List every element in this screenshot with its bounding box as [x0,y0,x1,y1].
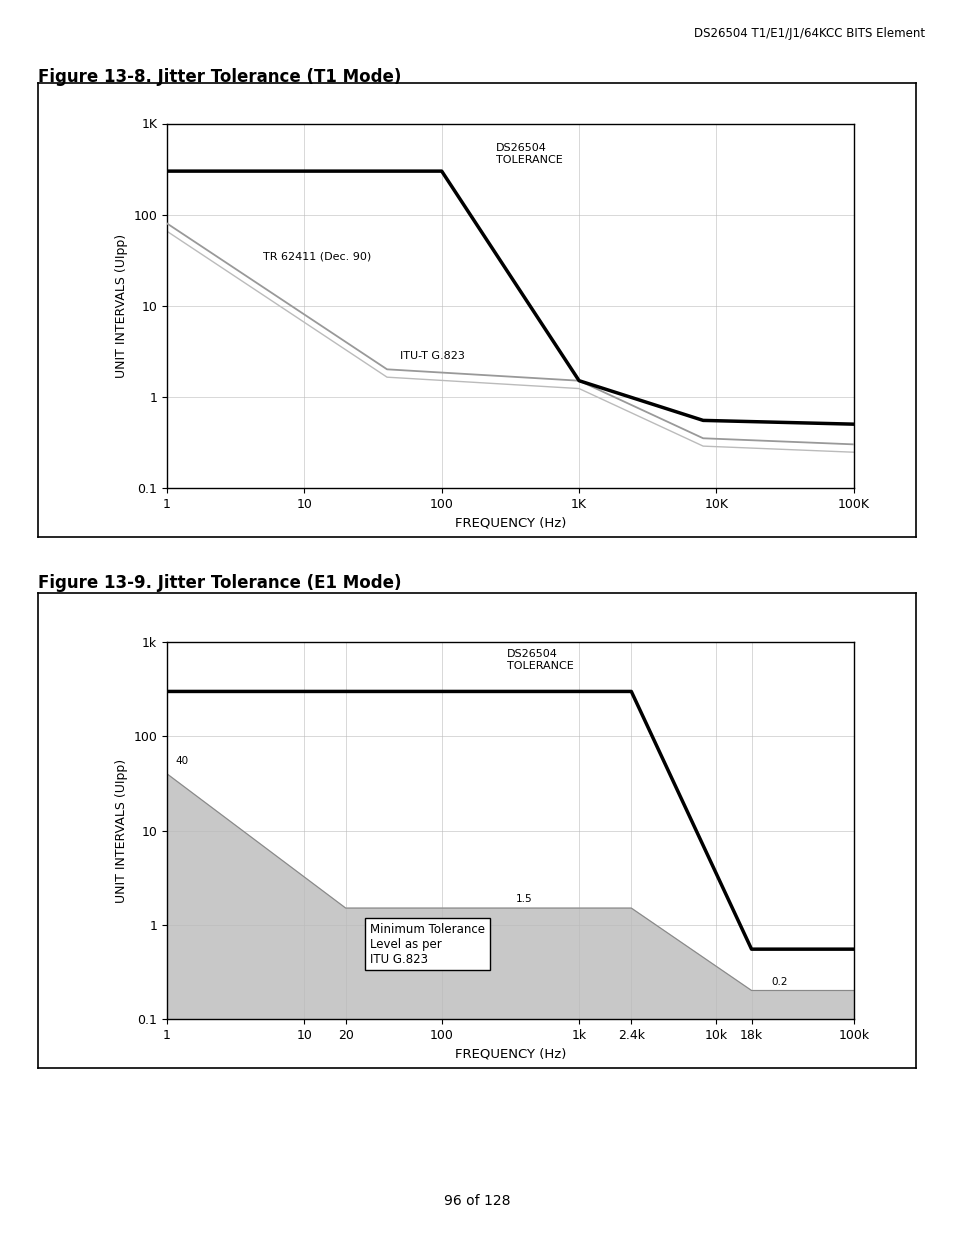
Text: 96 of 128: 96 of 128 [443,1194,510,1208]
Text: Minimum Tolerance
Level as per
ITU G.823: Minimum Tolerance Level as per ITU G.823 [370,923,484,966]
Polygon shape [167,774,853,1019]
Text: Figure 13-9. Jitter Tolerance (E1 Mode): Figure 13-9. Jitter Tolerance (E1 Mode) [38,574,401,593]
Text: DS26504
TOLERANCE: DS26504 TOLERANCE [496,143,562,165]
Y-axis label: UNIT INTERVALS (UIpp): UNIT INTERVALS (UIpp) [114,758,128,903]
X-axis label: FREQUENCY (Hz): FREQUENCY (Hz) [455,516,565,529]
Text: Figure 13-8. Jitter Tolerance (T1 Mode): Figure 13-8. Jitter Tolerance (T1 Mode) [38,68,401,86]
X-axis label: FREQUENCY (Hz): FREQUENCY (Hz) [455,1047,565,1060]
Text: DS26504
TOLERANCE: DS26504 TOLERANCE [507,648,574,671]
Text: TR 62411 (Dec. 90): TR 62411 (Dec. 90) [263,251,371,261]
Text: 40: 40 [175,756,188,766]
Text: DS26504 T1/E1/J1/64KCC BITS Element: DS26504 T1/E1/J1/64KCC BITS Element [694,27,924,41]
Text: 0.2: 0.2 [770,977,787,987]
Y-axis label: UNIT INTERVALS (UIpp): UNIT INTERVALS (UIpp) [114,233,128,378]
Text: 1.5: 1.5 [516,894,532,904]
Text: ITU-T G.823: ITU-T G.823 [400,351,465,361]
